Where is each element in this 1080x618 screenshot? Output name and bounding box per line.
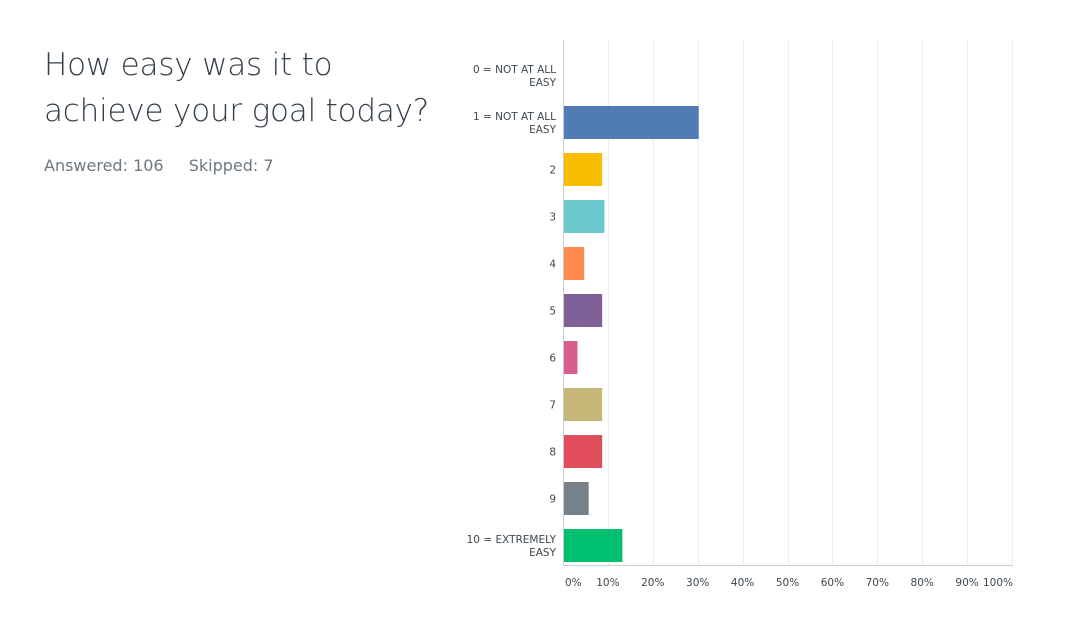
bar [564, 153, 603, 186]
category-label: 7 [549, 400, 556, 412]
bar [564, 247, 585, 280]
response-stats: Answered: 106 Skipped: 7 [44, 156, 444, 175]
bar [564, 388, 603, 421]
skipped-stat: Skipped: 7 [189, 156, 274, 175]
answered-stat: Answered: 106 [44, 156, 164, 175]
category-label: 1 = NOT AT ALL [473, 111, 556, 123]
category-label: 5 [549, 306, 556, 318]
category-label: 4 [549, 259, 556, 271]
category-label: 0 = NOT AT ALL [473, 64, 556, 76]
x-tick-label: 80% [911, 577, 934, 589]
category-label: 2 [549, 165, 556, 177]
category-label: EASY [529, 124, 556, 136]
x-tick-label: 10% [596, 577, 619, 589]
answered-count: 106 [133, 156, 164, 175]
question-block: How easy was it to achieve your goal tod… [44, 42, 444, 175]
x-tick-label: 20% [641, 577, 664, 589]
category-label: 6 [549, 353, 556, 365]
category-label: EASY [529, 547, 556, 559]
question-title: How easy was it to achieve your goal tod… [44, 47, 430, 129]
bar [564, 529, 623, 562]
skipped-count: 7 [263, 156, 274, 175]
bar [564, 294, 603, 327]
x-tick-label: 90% [955, 577, 978, 589]
category-label: EASY [529, 77, 556, 89]
bar [564, 341, 578, 374]
bar-chart: 0 = NOT AT ALL EASY 1 = NOT AT ALL EASY 2 3 4 5… [430, 40, 1030, 605]
bar [564, 435, 603, 468]
category-label: 9 [549, 494, 556, 506]
x-tick-label: 60% [821, 577, 844, 589]
answered-label: Answered: [44, 156, 128, 175]
x-tick-label: 50% [776, 577, 799, 589]
x-tick-label: 100% [983, 577, 1013, 589]
bar [564, 106, 699, 139]
skipped-label: Skipped: [188, 156, 259, 175]
x-tick-label: 70% [866, 577, 889, 589]
x-tick-label: 30% [686, 577, 709, 589]
bar [564, 200, 605, 233]
x-tick-label: 40% [731, 577, 754, 589]
category-label: 3 [549, 212, 556, 224]
category-label: 10 = EXTREMELY [467, 534, 557, 546]
category-label: 8 [549, 447, 556, 459]
bar [564, 482, 589, 515]
x-tick-label: 0% [565, 577, 582, 589]
